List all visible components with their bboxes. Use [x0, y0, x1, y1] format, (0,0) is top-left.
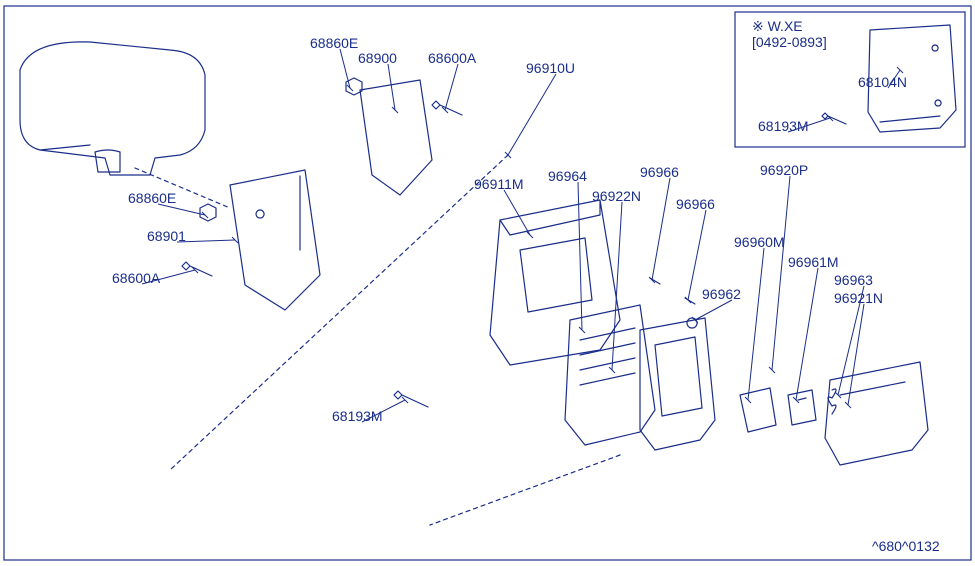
part-dashboard	[20, 42, 205, 175]
inset-title-line: [0492-0893]	[752, 34, 827, 50]
callout-68193M_in: 68193M	[758, 118, 809, 134]
leader-tick-68104N	[897, 67, 903, 73]
leader-tick-68860E_top	[347, 85, 353, 91]
leader-96911M	[504, 190, 530, 235]
callout-68860E_l: 68860E	[128, 190, 176, 206]
callout-96966_a: 96966	[640, 164, 679, 180]
callout-96962: 96962	[702, 286, 741, 302]
callout-96921N: 96921N	[834, 290, 883, 306]
callout-96920P: 96920P	[760, 162, 808, 178]
leader-96922N	[612, 202, 622, 370]
callout-68104N: 68104N	[858, 74, 907, 90]
part-latch_96960M	[740, 388, 776, 432]
part-panel_68900	[360, 80, 432, 195]
leader-96962	[695, 300, 732, 320]
part-console_group_dash	[170, 155, 620, 525]
leader-68860E_top	[340, 49, 350, 88]
callout-96963: 96963	[834, 272, 873, 288]
part-screw_68600A_l	[182, 262, 212, 276]
callout-96966_b: 96966	[676, 196, 715, 212]
leader-96910U	[508, 74, 556, 155]
part-inset_screw	[822, 113, 846, 124]
leader-96966_a	[652, 178, 670, 280]
part-striker_96961M	[788, 390, 816, 425]
leader-96961M	[796, 268, 818, 400]
callout-96910U: 96910U	[526, 60, 575, 76]
callout-96911M: 96911M	[474, 176, 524, 192]
corner-code: ^680^0132	[872, 538, 940, 554]
callout-96960M: 96960M	[734, 234, 785, 250]
leader-96960M	[748, 248, 764, 400]
callout-96964: 96964	[548, 168, 587, 184]
callout-68860E_top: 68860E	[310, 35, 358, 51]
callout-68600A_top: 68600A	[428, 50, 476, 66]
leader-68900	[388, 64, 395, 110]
callout-96961M: 96961M	[788, 254, 839, 270]
part-console_body_96911M	[490, 200, 620, 365]
callout-68901: 68901	[147, 228, 186, 244]
callout-68900: 68900	[358, 50, 397, 66]
callout-68600A_l: 68600A	[112, 270, 160, 286]
leader-96920P	[772, 176, 790, 370]
leader-tick-96911M	[527, 232, 533, 238]
part-screw_68193M	[394, 391, 428, 407]
leader-68600A_top	[445, 64, 458, 110]
part-lid_96921N	[825, 362, 928, 465]
inset-title-line: ※ W.XE	[752, 18, 803, 35]
callout-68193M: 68193M	[332, 408, 383, 424]
callout-96922N: 96922N	[592, 188, 641, 204]
part-cassette_96964	[565, 305, 655, 445]
part-panel_68901	[230, 170, 320, 310]
